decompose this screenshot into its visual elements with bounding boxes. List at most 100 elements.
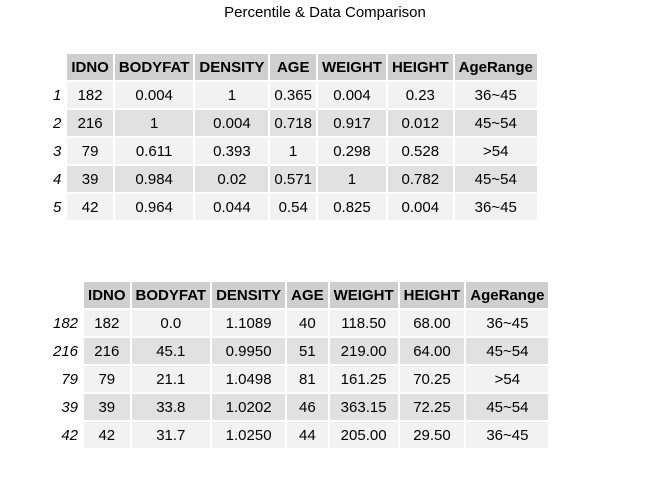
table-cell-height: 68.00 <box>399 310 465 336</box>
percentile-table: IDNO BODYFAT DENSITY AGE WEIGHT HEIGHT AgeRang… <box>47 52 539 222</box>
table-cell-weight: 161.25 <box>329 366 398 392</box>
table-cell-density: 0.02 <box>195 166 269 192</box>
header-row: IDNO BODYFAT DENSITY AGE WEIGHT HEIGHT AgeRang… <box>49 54 537 80</box>
table-cell-weight: 363.15 <box>329 394 398 420</box>
table-cell-age: 0.571 <box>270 166 316 192</box>
table-cell-height: 70.25 <box>399 366 465 392</box>
table-cell-bodyfat: 0.964 <box>114 194 194 220</box>
table-cell-height: 29.50 <box>399 422 465 448</box>
column-header-age: AGE <box>270 54 316 80</box>
column-header-agerange: AgeRange <box>466 282 549 308</box>
table-cell-idno: 182 <box>67 82 113 108</box>
table-cell-density: 0.044 <box>195 194 269 220</box>
table-cell-idno: 79 <box>67 138 113 164</box>
table-row: 5 42 0.964 0.044 0.54 0.825 0.004 36~45 <box>49 194 537 220</box>
table-cell-weight: 0.917 <box>317 110 386 136</box>
table-cell-age: 81 <box>287 366 328 392</box>
table-cell-agerange: 36~45 <box>454 82 537 108</box>
table-cell-bodyfat: 0.004 <box>114 82 194 108</box>
column-header-idno: IDNO <box>84 282 130 308</box>
row-index: 39 <box>61 398 79 416</box>
table-row: 182 182 0.0 1.1089 40 118.50 68.00 36~45 <box>49 310 549 336</box>
row-index: 216 <box>53 342 79 360</box>
table-cell-density: 0.004 <box>195 110 269 136</box>
table-row: 39 39 33.8 1.0202 46 363.15 72.25 45~54 <box>49 394 549 420</box>
table-cell-agerange: >54 <box>466 366 549 392</box>
table-row: 79 79 21.1 1.0498 81 161.25 70.25 >54 <box>49 366 549 392</box>
table-cell-weight: 118.50 <box>329 310 398 336</box>
table-cell-idno: 39 <box>84 394 130 420</box>
table-row: 42 42 31.7 1.0250 44 205.00 29.50 36~45 <box>49 422 549 448</box>
column-header-height: HEIGHT <box>399 282 465 308</box>
row-index: 1 <box>53 86 62 104</box>
table-cell-age: 40 <box>287 310 328 336</box>
table-cell-idno: 79 <box>84 366 130 392</box>
column-header-density: DENSITY <box>195 54 269 80</box>
column-header-density: DENSITY <box>212 282 286 308</box>
table-cell-age: 0.365 <box>270 82 316 108</box>
table-cell-height: 0.528 <box>387 138 453 164</box>
column-header-height: HEIGHT <box>387 54 453 80</box>
table-cell-age: 44 <box>287 422 328 448</box>
table-cell-weight: 0.298 <box>317 138 386 164</box>
table-cell-age: 46 <box>287 394 328 420</box>
table-cell-idno: 216 <box>84 338 130 364</box>
table-cell-age: 1 <box>270 138 316 164</box>
table-cell-bodyfat: 1 <box>114 110 194 136</box>
table-cell-agerange: 45~54 <box>466 394 549 420</box>
row-index: 182 <box>53 314 79 332</box>
table-cell-bodyfat: 0.611 <box>114 138 194 164</box>
table-cell-bodyfat: 0.0 <box>131 310 211 336</box>
table-cell-bodyfat: 33.8 <box>131 394 211 420</box>
table-cell-agerange: 45~54 <box>454 110 537 136</box>
row-index: 5 <box>53 198 62 216</box>
table-row: 4 39 0.984 0.02 0.571 1 0.782 45~54 <box>49 166 537 192</box>
table-row: 1 182 0.004 1 0.365 0.004 0.23 36~45 <box>49 82 537 108</box>
table-cell-idno: 42 <box>67 194 113 220</box>
index-header <box>49 282 82 308</box>
table-row: 216 216 45.1 0.9950 51 219.00 64.00 45~54 <box>49 338 549 364</box>
table-cell-weight: 0.825 <box>317 194 386 220</box>
table-row: 3 79 0.611 0.393 1 0.298 0.528 >54 <box>49 138 537 164</box>
table-cell-density: 1.0202 <box>212 394 286 420</box>
column-header-age: AGE <box>287 282 328 308</box>
table-cell-density: 1.1089 <box>212 310 286 336</box>
column-header-idno: IDNO <box>67 54 113 80</box>
table-cell-weight: 205.00 <box>329 422 398 448</box>
column-header-bodyfat: BODYFAT <box>131 282 211 308</box>
column-header-bodyfat: BODYFAT <box>114 54 194 80</box>
table-cell-height: 0.23 <box>387 82 453 108</box>
table-cell-agerange: 36~45 <box>466 310 549 336</box>
table-cell-height: 0.004 <box>387 194 453 220</box>
table-cell-density: 0.393 <box>195 138 269 164</box>
table-cell-agerange: 36~45 <box>466 422 549 448</box>
table-cell-density: 1 <box>195 82 269 108</box>
table-cell-height: 0.782 <box>387 166 453 192</box>
header-row: IDNO BODYFAT DENSITY AGE WEIGHT HEIGHT AgeRang… <box>49 282 549 308</box>
row-index: 3 <box>53 142 62 160</box>
table-cell-height: 64.00 <box>399 338 465 364</box>
table-cell-age: 51 <box>287 338 328 364</box>
table-cell-bodyfat: 45.1 <box>131 338 211 364</box>
table-cell-agerange: 45~54 <box>466 338 549 364</box>
column-header-weight: WEIGHT <box>317 54 386 80</box>
table-cell-density: 0.9950 <box>212 338 286 364</box>
table-cell-age: 0.718 <box>270 110 316 136</box>
table-cell-height: 72.25 <box>399 394 465 420</box>
table-cell-idno: 39 <box>67 166 113 192</box>
row-index: 42 <box>61 426 79 444</box>
table-cell-weight: 1 <box>317 166 386 192</box>
row-index: 79 <box>61 370 79 388</box>
index-header <box>49 54 65 80</box>
data-table: IDNO BODYFAT DENSITY AGE WEIGHT HEIGHT AgeRang… <box>47 280 550 450</box>
table-cell-agerange: 45~54 <box>454 166 537 192</box>
table-cell-density: 1.0498 <box>212 366 286 392</box>
table-cell-bodyfat: 21.1 <box>131 366 211 392</box>
table-cell-bodyfat: 0.984 <box>114 166 194 192</box>
table-cell-height: 0.012 <box>387 110 453 136</box>
table-cell-agerange: >54 <box>454 138 537 164</box>
table-cell-idno: 216 <box>67 110 113 136</box>
table-cell-idno: 42 <box>84 422 130 448</box>
table-cell-idno: 182 <box>84 310 130 336</box>
table-cell-agerange: 36~45 <box>454 194 537 220</box>
